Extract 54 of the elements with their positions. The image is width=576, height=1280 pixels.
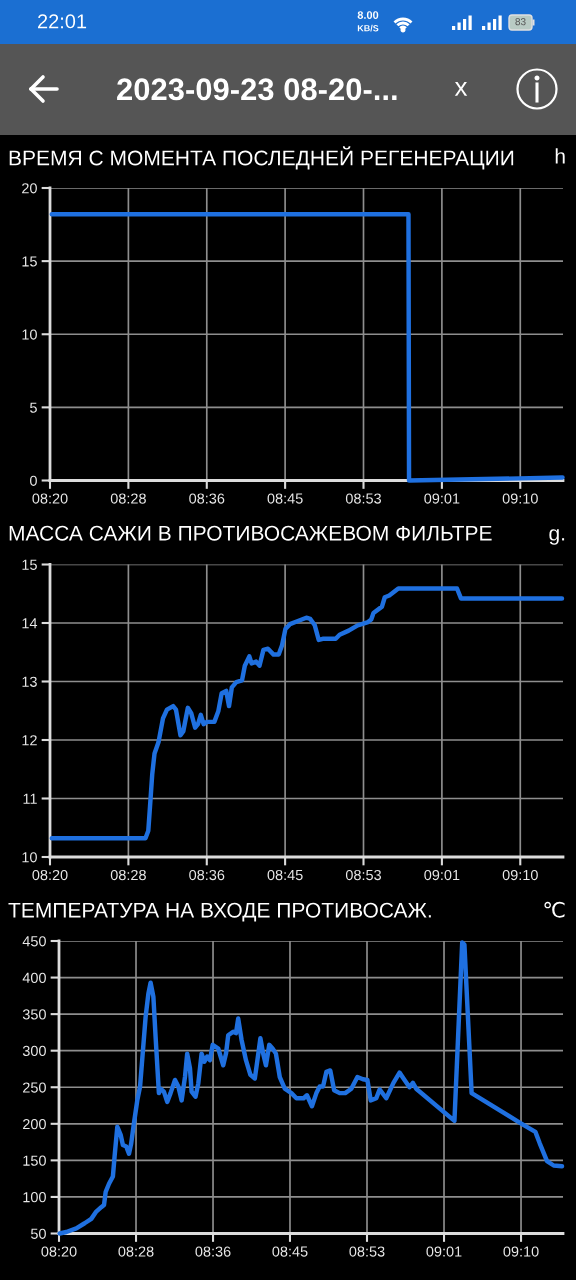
line-series: [49, 586, 565, 841]
y-tick-label: 100: [23, 1192, 46, 1203]
x-tick-label: 08:53: [345, 493, 382, 504]
text: 2023-09-23 08-20-...: [117, 78, 397, 101]
x-tick-label: 08:45: [267, 869, 303, 881]
text: 22:01: [38, 14, 87, 29]
y-tick-label: 10: [22, 329, 37, 340]
x-tick-label: 08:20: [32, 869, 68, 881]
x-tick-label: 08:28: [110, 493, 146, 504]
y-tick-label: 250: [23, 1082, 46, 1093]
x-tick-label: 08:28: [118, 1246, 154, 1257]
x-tick-label: 09:10: [502, 869, 538, 881]
y-tick-label: 0: [30, 475, 37, 486]
x-tick-label: 08:20: [32, 493, 68, 504]
text: 8.00: [357, 11, 379, 19]
text: x: [454, 81, 468, 96]
x-tick-label: 08:53: [349, 1246, 385, 1257]
y-tick-label: 400: [22, 972, 46, 983]
y-axis-title: h: [555, 148, 565, 164]
y-tick-label: 20: [22, 183, 37, 194]
y-tick-label: 350: [22, 1009, 46, 1020]
x-tick-label: 09:01: [424, 869, 460, 881]
y-axis-title: g.: [549, 529, 565, 545]
y-axis-title: ℃: [544, 901, 565, 918]
x-tick-label: 09:01: [424, 493, 460, 504]
chart-title: МАССА САЖИ В ПРОТИВОСАЖЕВОМ ФИЛЬТРЕ: [9, 525, 492, 541]
x-tick-label: 09:10: [502, 493, 538, 504]
x-tick-label: 09:10: [503, 1246, 539, 1257]
x-tick-label: 08:45: [272, 1246, 308, 1257]
x-tick-label: 08:20: [41, 1246, 77, 1257]
y-tick-label: 13: [22, 676, 37, 687]
text: 83: [515, 18, 526, 26]
y-tick-label: 15: [22, 256, 37, 267]
x-tick-label: 08:45: [267, 493, 303, 504]
y-tick-label: 12: [22, 735, 37, 746]
y-tick-label: 11: [23, 793, 37, 804]
y-tick-label: 150: [23, 1155, 46, 1166]
y-tick-label: 450: [22, 936, 46, 947]
x-tick-label: 08:36: [189, 869, 225, 881]
y-tick-label: 15: [22, 559, 37, 570]
x-tick-label: 08:36: [195, 1246, 231, 1257]
y-tick-label: 300: [22, 1045, 46, 1057]
chart-title: ТЕМПЕРАТУРА НА ВХОДЕ ПРОТИВОСАЖ.: [8, 902, 431, 922]
x-tick-label: 08:28: [110, 869, 146, 881]
x-tick-label: 08:36: [189, 493, 225, 504]
chart-title: ВРЕМЯ С МОМЕНТА ПОСЛЕДНЕЙ РЕГЕНЕРАЦИИ: [9, 146, 514, 170]
text: KB/S: [357, 24, 379, 32]
y-tick-label: 14: [22, 618, 38, 629]
y-tick-label: 10: [22, 852, 37, 863]
y-tick-label: 200: [23, 1118, 46, 1130]
x-tick-label: 09:01: [426, 1246, 462, 1257]
x-tick-label: 08:53: [345, 869, 382, 881]
y-tick-label: 5: [30, 402, 37, 413]
y-tick-label: 50: [30, 1228, 46, 1239]
